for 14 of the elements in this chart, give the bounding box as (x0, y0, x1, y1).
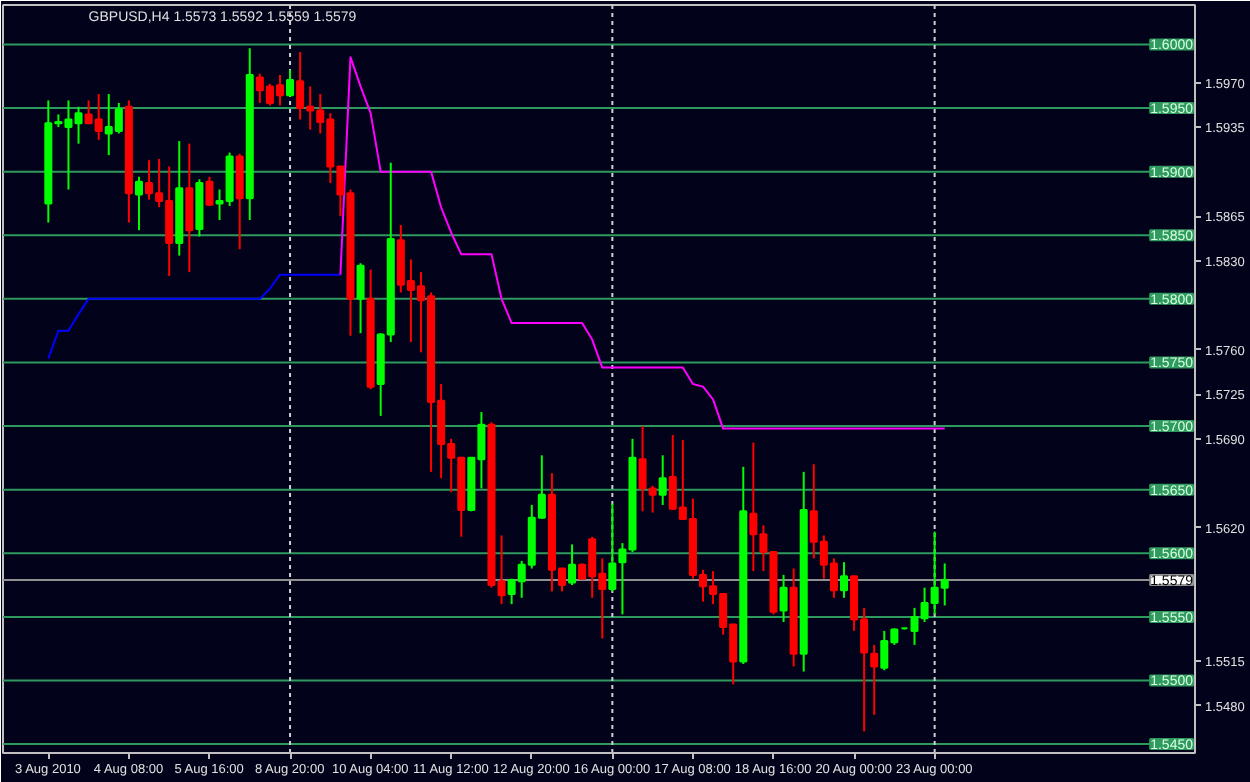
candlestick (286, 68, 295, 98)
candlestick (658, 454, 667, 506)
candlestick (134, 175, 143, 232)
candlestick (779, 573, 788, 623)
candlestick (608, 502, 617, 593)
candlestick (205, 175, 214, 207)
line-series (339, 56, 946, 430)
candlestick (195, 178, 204, 238)
candlestick (568, 543, 577, 587)
candlestick (356, 262, 365, 335)
candlestick (235, 152, 244, 251)
line-series (47, 273, 342, 360)
candlestick (185, 142, 194, 274)
candlestick (839, 561, 849, 599)
